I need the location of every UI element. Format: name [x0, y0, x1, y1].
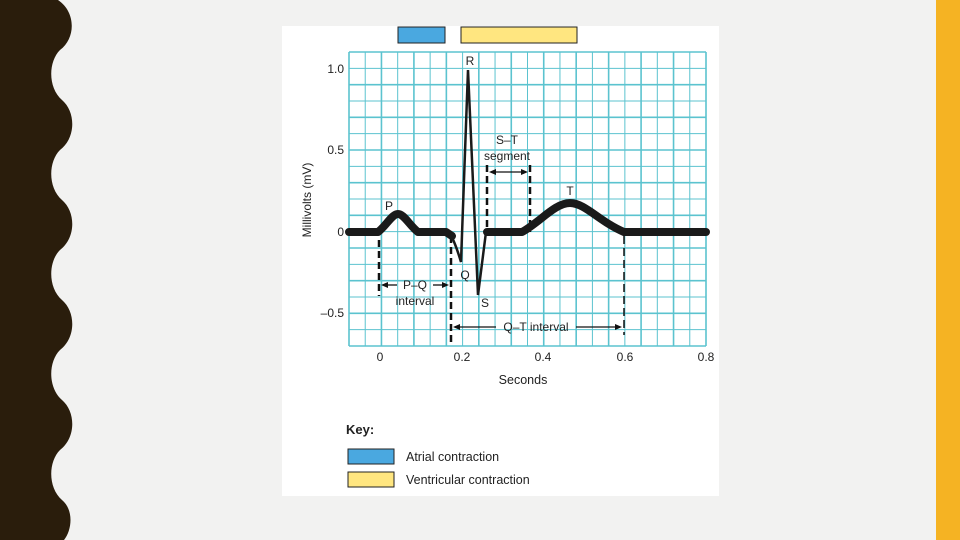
wave-label-t: T [566, 184, 574, 198]
st-arrowhead-left [489, 169, 496, 175]
y-tick-label: 0.5 [327, 143, 344, 157]
y-tick-label: 0 [337, 225, 344, 239]
key-swatch-ventricular [347, 471, 395, 488]
ecg-trace-thick [345, 199, 710, 240]
atrial-contraction-bar [397, 26, 446, 44]
key-swatch-atrial [347, 448, 395, 465]
x-tick-label: 0.8 [698, 350, 715, 364]
wave-label-s: S [481, 296, 489, 310]
y-tick-label: 1.0 [327, 62, 344, 76]
decorative-scalloped-border [0, 0, 73, 540]
st-segment-label-line1: S–T [496, 133, 519, 147]
wave-label-r: R [466, 54, 475, 68]
key-label-ventricular: Ventricular contraction [406, 473, 530, 487]
decorative-accent-bar [936, 0, 960, 540]
x-tick-label: 0.4 [535, 350, 552, 364]
wave-label-q: Q [460, 268, 469, 282]
pq-arrowhead-left [381, 282, 388, 288]
x-tick-label: 0.2 [454, 350, 471, 364]
wave-label-p: P [385, 199, 393, 213]
st-segment-label-line2: segment [484, 149, 531, 163]
ecg-grid [348, 51, 707, 347]
pq-interval-label-line1: P–Q [403, 278, 427, 292]
qt-interval-label: Q–T interval [503, 320, 568, 334]
y-axis-label: Millivolts (mV) [300, 163, 314, 238]
key-label-atrial: Atrial contraction [406, 450, 499, 464]
qt-arrowhead-right [615, 324, 622, 330]
pq-interval-label-line2: interval [396, 294, 435, 308]
ecg-trace-qrs [448, 69, 488, 296]
x-axis-label: Seconds [499, 373, 548, 387]
key-title: Key: [346, 422, 374, 437]
x-tick-label: 0 [377, 350, 384, 364]
qt-arrowhead-left [453, 324, 460, 330]
figure-panel [282, 26, 719, 496]
ventricular-contraction-bar [460, 26, 578, 44]
x-tick-label: 0.6 [617, 350, 634, 364]
st-arrowhead-right [521, 169, 528, 175]
pq-arrowhead-right [442, 282, 449, 288]
y-tick-label: –0.5 [321, 306, 345, 320]
